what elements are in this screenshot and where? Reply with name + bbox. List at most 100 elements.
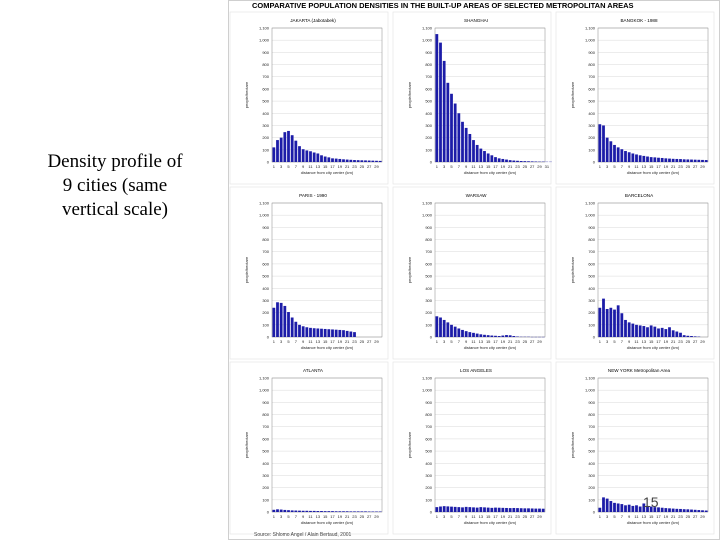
plot-frame <box>271 27 383 163</box>
density-bar <box>486 153 490 162</box>
chart-panel-frame <box>229 186 389 360</box>
x-tick-label: 29 <box>700 164 705 169</box>
x-tick-label: 1 <box>273 339 276 344</box>
density-bar <box>468 133 472 162</box>
x-tick-label: 9 <box>302 339 305 344</box>
x-tick-label: 21 <box>671 164 676 169</box>
x-tick-label: 13 <box>642 514 647 519</box>
density-bar <box>646 156 649 162</box>
x-tick-label: 17 <box>493 514 498 519</box>
density-bar <box>605 137 609 162</box>
y-tick-label: 800 <box>425 62 432 67</box>
density-bar <box>497 158 501 162</box>
y-tick-label: 100 <box>262 147 269 152</box>
density-bar <box>327 329 331 337</box>
y-axis-label: people/hectare <box>570 81 575 108</box>
y-tick-label: 900 <box>425 400 432 405</box>
density-bar <box>272 509 276 512</box>
y-tick-label: 300 <box>425 473 432 478</box>
density-bar <box>602 125 605 162</box>
density-bar <box>461 121 464 162</box>
y-tick-label: 900 <box>425 50 432 55</box>
density-bar <box>523 161 527 162</box>
density-bar <box>472 507 475 512</box>
density-bar <box>635 154 638 162</box>
x-tick-label: 5 <box>287 339 290 344</box>
density-bar <box>316 153 320 162</box>
density-bar <box>475 144 479 162</box>
y-tick-label: 900 <box>262 50 269 55</box>
density-bar <box>486 507 490 512</box>
density-bar <box>602 497 605 512</box>
y-tick-label: 1,000 <box>259 38 270 43</box>
density-bar <box>613 309 616 337</box>
city-chart-5: WARSAW 0 100 200 300 400 500 600 700 800 900 1,000 1… <box>392 186 552 360</box>
density-bar <box>483 334 486 337</box>
x-tick-label: 5 <box>287 164 290 169</box>
density-bar <box>657 328 660 337</box>
y-tick-label: 0 <box>593 510 596 515</box>
y-tick-label: 600 <box>262 436 269 441</box>
x-tick-label: 19 <box>501 514 506 519</box>
density-bar <box>320 155 323 162</box>
y-tick-label: 200 <box>588 485 595 490</box>
y-tick-label: 0 <box>267 510 270 515</box>
density-bar <box>298 146 301 162</box>
density-bar <box>442 60 446 162</box>
density-bar <box>664 508 668 512</box>
density-bar <box>609 501 613 512</box>
y-tick-label: 100 <box>425 322 432 327</box>
density-bar <box>323 511 327 512</box>
x-tick-label: 1 <box>273 164 276 169</box>
x-tick-label: 7 <box>295 514 298 519</box>
x-tick-label: 9 <box>465 339 468 344</box>
x-tick-label: 17 <box>493 339 498 344</box>
density-bar <box>664 329 668 337</box>
density-bar <box>272 307 276 337</box>
plot-frame <box>434 202 546 338</box>
y-tick-label: 400 <box>262 111 269 116</box>
density-bar <box>457 328 461 337</box>
x-tick-label: 23 <box>352 339 357 344</box>
density-bar <box>512 336 516 337</box>
x-tick-label: 21 <box>345 514 350 519</box>
figure-title: COMPARATIVE POPULATION DENSITIES IN THE … <box>252 1 634 10</box>
density-bar <box>327 511 331 512</box>
density-bar <box>338 511 342 512</box>
y-tick-label: 1,100 <box>585 26 596 31</box>
city-chart-1: JAKARTA (Jabotabek) 0 100 200 300 400 500 600 70… <box>229 11 389 185</box>
density-bar <box>534 508 538 512</box>
x-tick-label: 3 <box>606 514 609 519</box>
density-bar <box>450 93 453 162</box>
density-bar <box>704 160 708 162</box>
y-tick-label: 800 <box>588 412 595 417</box>
density-bar <box>690 336 693 337</box>
x-tick-label: 25 <box>360 164 365 169</box>
y-tick-label: 300 <box>262 123 269 128</box>
density-bar <box>501 335 505 337</box>
density-bar <box>527 161 530 162</box>
density-bar <box>457 507 461 512</box>
x-tick-label: 27 <box>693 339 698 344</box>
x-tick-label: 1 <box>599 339 602 344</box>
x-tick-label: 27 <box>530 164 535 169</box>
density-bar <box>464 506 468 512</box>
density-bar <box>638 155 642 162</box>
density-bar <box>279 509 283 512</box>
density-bar <box>660 157 664 162</box>
x-tick-label: 11 <box>471 514 476 519</box>
density-bar <box>435 34 439 162</box>
density-bar <box>635 324 638 337</box>
y-tick-label: 1,000 <box>585 388 596 393</box>
y-tick-label: 500 <box>425 99 432 104</box>
density-bar <box>649 157 653 162</box>
density-bar <box>327 157 331 162</box>
y-tick-label: 1,000 <box>259 388 270 393</box>
density-bar <box>613 144 616 162</box>
density-bar <box>671 330 675 337</box>
x-tick-label: 15 <box>649 164 654 169</box>
y-tick-label: 700 <box>425 424 432 429</box>
x-tick-label: 9 <box>628 164 631 169</box>
x-tick-label: 29 <box>537 164 542 169</box>
city-chart-9: NEW YORK Metropolitan Area 0 100 200 300 400 5… <box>555 361 715 535</box>
